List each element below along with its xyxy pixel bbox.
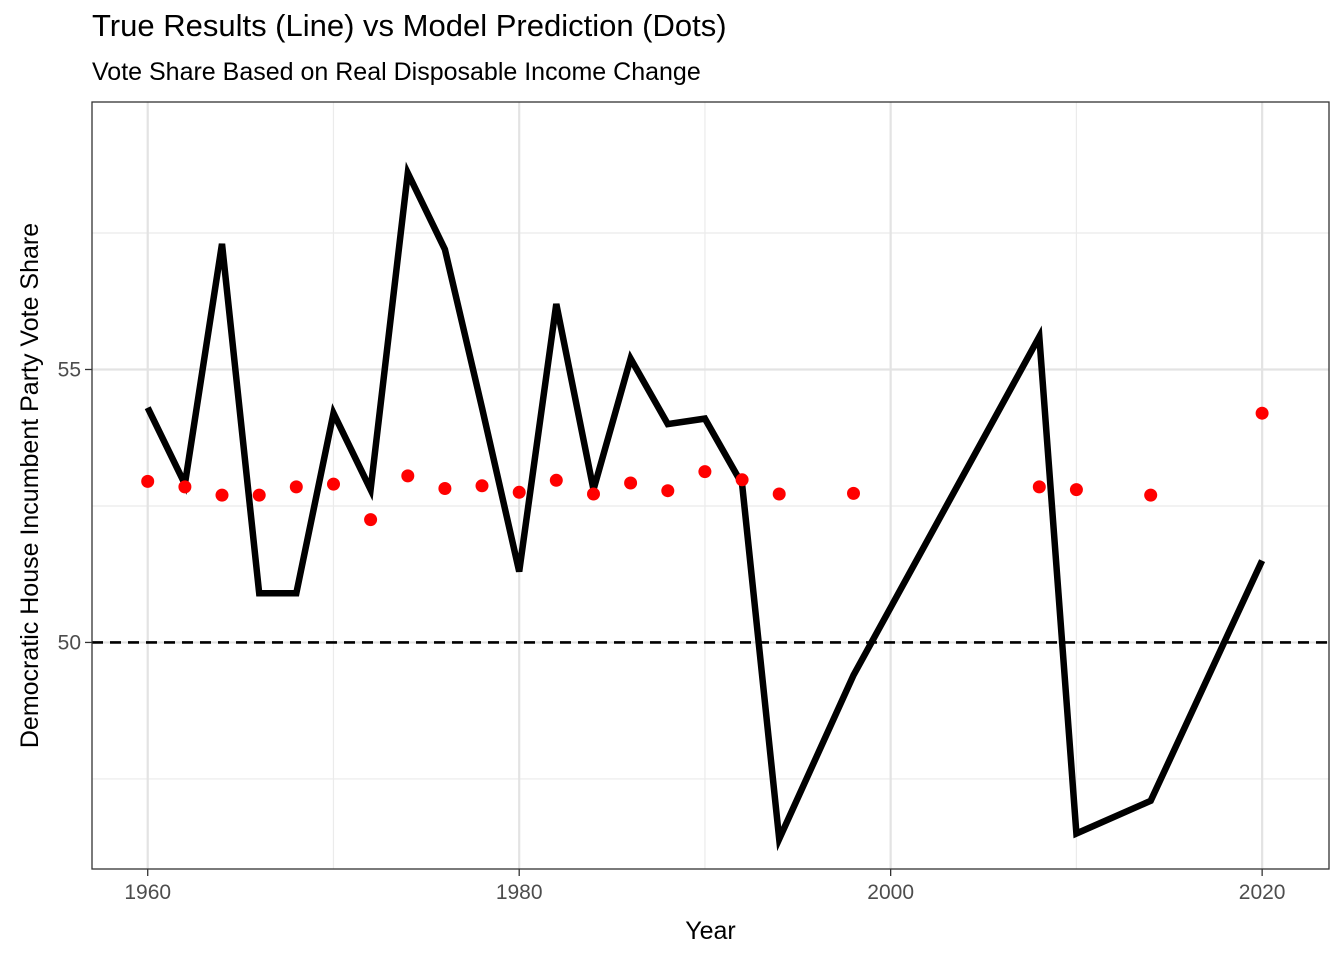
prediction-point: [401, 469, 415, 483]
prediction-point: [475, 479, 489, 493]
x-tick-label: 1980: [496, 881, 543, 904]
x-tick-label: 2020: [1239, 881, 1286, 904]
true-results-line: [144, 161, 1266, 852]
x-tick-label: 1960: [124, 881, 171, 904]
prediction-point: [327, 477, 340, 491]
grid-lines: [92, 102, 1329, 869]
prediction-point: [1032, 480, 1046, 494]
series-layer: [141, 161, 1269, 852]
prediction-point: [624, 476, 638, 490]
prediction-point: [587, 487, 600, 501]
axis-ticks: 1960 1980 2000 2020 50 55: [58, 358, 1286, 904]
prediction-point: [772, 487, 786, 501]
prediction-point: [661, 484, 675, 498]
prediction-point: [698, 465, 712, 479]
prediction-point: [549, 473, 563, 487]
prediction-point: [847, 486, 860, 500]
x-axis-title: Year: [685, 917, 736, 945]
prediction-point: [252, 488, 266, 502]
prediction-point: [364, 513, 378, 527]
chart-title: True Results (Line) vs Model Prediction …: [92, 8, 727, 43]
prediction-point: [1144, 488, 1158, 502]
prediction-point: [178, 480, 192, 494]
y-tick-label: 55: [58, 358, 81, 381]
chart-subtitle: Vote Share Based on Real Disposable Inco…: [92, 58, 701, 86]
plot-panel-border: [91, 101, 1330, 870]
prediction-point: [289, 480, 303, 494]
prediction-point: [215, 488, 229, 502]
prediction-point: [1069, 483, 1083, 497]
prediction-point: [1255, 406, 1269, 420]
y-axis-title: Democratic House Incumbent Party Vote Sh…: [16, 223, 44, 748]
x-tick-label: 2000: [867, 881, 914, 904]
prediction-point: [735, 473, 749, 487]
prediction-point: [512, 485, 526, 499]
prediction-point: [141, 474, 155, 488]
prediction-point: [438, 482, 452, 495]
y-tick-label: 50: [58, 631, 81, 654]
